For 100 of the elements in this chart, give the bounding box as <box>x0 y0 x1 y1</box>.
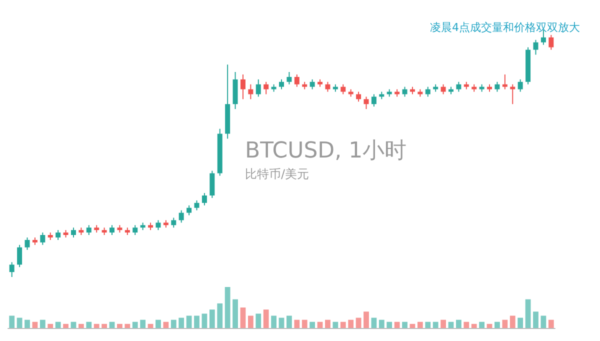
bar <box>310 322 316 328</box>
candlestick <box>24 236 30 250</box>
bar <box>102 324 107 328</box>
candlestick <box>210 170 215 198</box>
candlestick <box>371 94 376 108</box>
candlestick <box>178 210 184 224</box>
bar <box>70 322 76 328</box>
bar <box>32 322 38 328</box>
bar <box>410 324 416 328</box>
candlestick <box>286 71 292 85</box>
candlestick <box>425 86 430 98</box>
bar <box>24 320 30 328</box>
text: BTCUSD, 1小时 <box>245 138 407 164</box>
bar <box>448 322 454 328</box>
candlestick <box>40 232 46 246</box>
candlestick <box>279 78 284 90</box>
bar <box>486 324 492 328</box>
candlestick <box>132 224 138 236</box>
candlestick <box>156 220 161 231</box>
candlestick <box>186 204 192 216</box>
candlestick <box>240 74 246 100</box>
candlestick <box>510 84 516 105</box>
candlestick <box>171 217 176 228</box>
bar <box>163 322 169 328</box>
bar <box>40 320 46 328</box>
bar <box>510 316 516 328</box>
bar <box>178 318 184 328</box>
bar <box>417 322 423 328</box>
bar <box>117 324 122 328</box>
bar <box>132 322 138 328</box>
bar <box>386 322 392 328</box>
bar <box>209 310 215 328</box>
candlestick <box>518 78 523 92</box>
bar <box>170 320 176 328</box>
bar <box>325 320 330 328</box>
bar <box>248 316 254 328</box>
bar <box>9 316 15 328</box>
bar <box>340 322 346 328</box>
candlestick <box>364 96 369 110</box>
bar <box>48 324 54 328</box>
bar <box>194 316 200 328</box>
bar <box>16 318 22 328</box>
candlestick <box>494 81 500 92</box>
bar <box>63 324 68 328</box>
bar <box>317 322 323 328</box>
candlestick <box>310 78 315 90</box>
bar <box>525 299 531 328</box>
bar <box>494 322 500 328</box>
bar <box>140 320 146 328</box>
bar <box>533 312 538 328</box>
candlestick <box>202 192 207 206</box>
bar <box>332 322 338 328</box>
bar <box>479 322 485 328</box>
bar <box>202 314 208 328</box>
bar <box>217 303 223 328</box>
bar <box>240 308 246 328</box>
bar <box>186 316 192 328</box>
bar <box>263 310 269 328</box>
bar <box>402 322 408 328</box>
bar <box>502 320 508 328</box>
candlestick <box>502 74 508 90</box>
candlestick <box>402 86 408 98</box>
candlestick <box>70 227 76 238</box>
candlestick <box>356 91 362 102</box>
bar <box>394 322 400 328</box>
bar <box>294 320 300 328</box>
bar <box>356 318 362 328</box>
text: 比特币/美元 <box>245 167 310 181</box>
bar <box>109 322 115 328</box>
bar <box>278 318 284 328</box>
bar <box>471 324 477 328</box>
candlestick <box>194 200 200 211</box>
bar <box>156 320 161 328</box>
bar <box>425 322 431 328</box>
candlestick <box>440 84 446 95</box>
bar <box>364 312 369 328</box>
candlestick <box>56 230 61 240</box>
candlestick <box>17 244 22 268</box>
candlestick <box>256 78 261 98</box>
bar <box>302 320 308 328</box>
bar <box>256 314 262 328</box>
bar <box>440 320 446 328</box>
candlestick <box>9 262 14 278</box>
bar <box>371 318 377 328</box>
bar <box>224 287 230 328</box>
bar <box>518 318 524 328</box>
candlestick <box>340 84 346 95</box>
bar <box>78 324 84 328</box>
candlestick <box>533 39 538 56</box>
bar <box>271 316 276 328</box>
bar <box>464 322 470 328</box>
bar <box>456 320 462 328</box>
bar <box>55 322 61 328</box>
bar <box>432 322 438 328</box>
candlestick <box>325 81 330 92</box>
candlestick <box>86 224 92 236</box>
annotation: 凌晨4点成交量和价格双双放大 <box>430 21 580 34</box>
candlestick <box>548 34 554 50</box>
bar <box>148 324 154 328</box>
bar <box>124 324 130 328</box>
